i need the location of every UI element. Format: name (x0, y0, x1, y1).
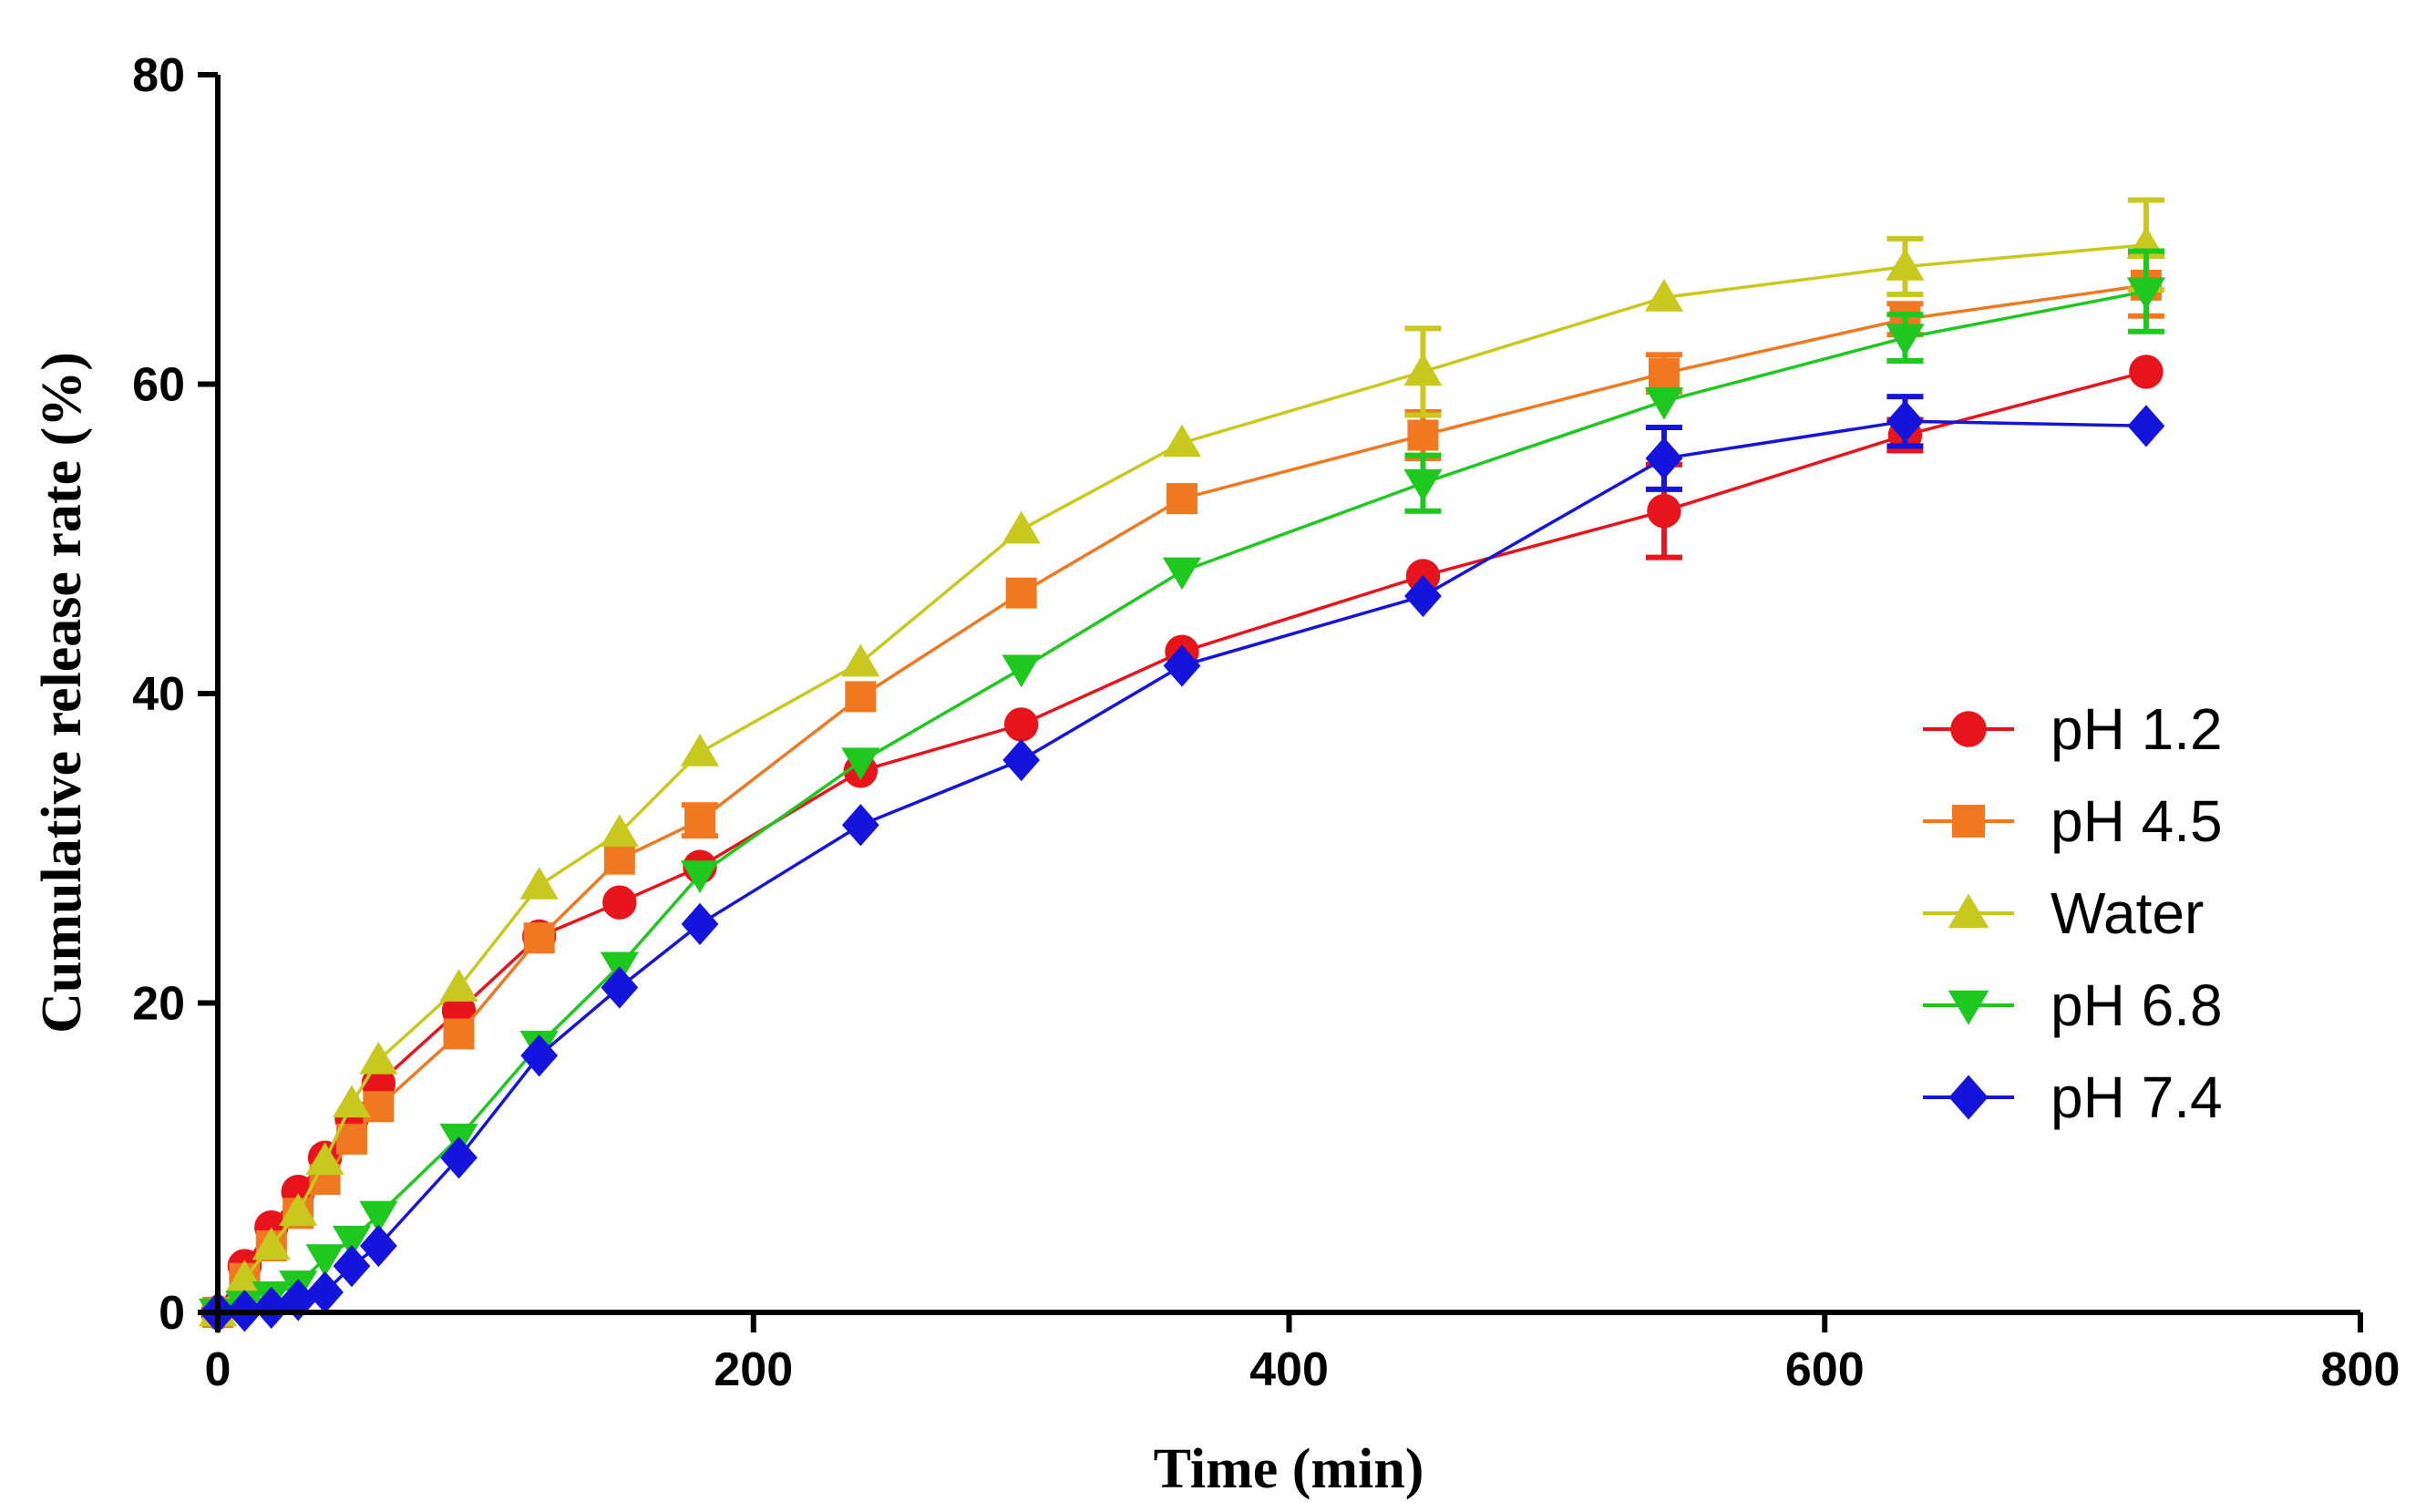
legend-marker (1948, 1075, 1989, 1120)
data-point (252, 1227, 291, 1260)
legend-marker (1952, 805, 1985, 838)
series-ph-4-5 (202, 251, 2164, 1328)
y-tick-label: 80 (132, 49, 185, 102)
data-point (305, 1142, 344, 1175)
legend-marker (1948, 990, 1989, 1025)
data-point (359, 1224, 397, 1268)
data-point (1003, 707, 1039, 742)
data-point (306, 1270, 344, 1314)
data-point (684, 805, 715, 837)
data-point (1163, 644, 1201, 687)
data-point (841, 747, 880, 781)
data-point (1162, 424, 1202, 458)
data-point (1407, 419, 1439, 451)
legend-marker (1950, 711, 1987, 747)
series-ph-7-4 (199, 394, 2165, 1334)
data-point (2126, 277, 2165, 311)
data-point (1404, 574, 1442, 618)
x-tick-label: 400 (1249, 1343, 1329, 1396)
legend-label: pH 1.2 (2051, 696, 2223, 762)
data-point (845, 681, 877, 713)
legend-item-ph-6-8: pH 6.8 (1923, 972, 2223, 1038)
data-point (440, 1137, 478, 1179)
data-point (1648, 357, 1680, 389)
y-tick-label: 20 (132, 978, 185, 1031)
data-point (519, 867, 559, 900)
data-point (601, 966, 639, 1009)
data-point (1644, 279, 1684, 312)
legend: pH 1.2 pH 4.5 Water pH 6.8 pH 7.4 (1923, 696, 2223, 1130)
data-point (602, 885, 637, 920)
data-point (1886, 324, 1925, 356)
series-water (198, 197, 2165, 1327)
data-point (1886, 248, 1925, 281)
data-point (603, 843, 635, 875)
data-point (1644, 386, 1684, 420)
data-point (1166, 483, 1198, 515)
axes: 0 20 40 60 80 0 200 400 600 800 Time (min) Cumul… (31, 49, 2400, 1500)
data-point (520, 1034, 559, 1077)
series-line-ph-7-4 (217, 419, 2146, 1314)
legend-item-ph-1-2: pH 1.2 (1923, 696, 2223, 762)
data-point (332, 1225, 372, 1259)
legend-marker (1948, 893, 1989, 929)
legend-label: pH 6.8 (2051, 972, 2223, 1038)
legend-label: Water (2051, 880, 2204, 946)
y-tick-label: 40 (132, 668, 185, 721)
data-point (1002, 738, 1041, 782)
data-point (1403, 353, 1443, 386)
legend-item-ph-4-5: pH 4.5 (1923, 788, 2223, 854)
data-point (2127, 405, 2165, 447)
data-point (332, 1085, 372, 1118)
data-point (443, 1018, 475, 1050)
legend-label: pH 4.5 (2051, 788, 2223, 854)
x-tick-label: 800 (2321, 1343, 2400, 1396)
data-point (523, 922, 555, 954)
data-point (279, 1193, 318, 1226)
data-point (600, 814, 639, 848)
data-point (2129, 355, 2164, 389)
x-tick-label: 600 (1785, 1343, 1865, 1396)
y-axis-title: Cumulative release rate (%) (31, 352, 93, 1034)
x-tick-label: 0 (205, 1343, 231, 1396)
y-tick-label: 60 (132, 359, 185, 412)
data-point (1162, 557, 1202, 591)
data-point (681, 902, 719, 946)
data-point (680, 860, 720, 894)
x-tick-label: 200 (714, 1343, 793, 1396)
data-point (1886, 400, 1924, 443)
data-point (439, 969, 478, 1002)
y-ticks: 0 20 40 60 80 (132, 49, 218, 1340)
data-point (841, 804, 879, 847)
x-axis-title: Time (min) (1154, 1438, 1424, 1500)
data-point (359, 1041, 398, 1075)
data-point (841, 643, 880, 677)
data-point (1005, 577, 1037, 609)
x-ticks: 0 200 400 600 800 (205, 1312, 2400, 1396)
series-layer (198, 197, 2165, 1334)
data-point (680, 734, 720, 766)
data-point (333, 1244, 371, 1288)
data-point (1002, 510, 1041, 544)
data-point (1647, 493, 1681, 529)
legend-label: pH 7.4 (2051, 1065, 2223, 1130)
legend-item-ph-7-4: pH 7.4 (1923, 1065, 2223, 1130)
series-ph-6-8 (198, 248, 2165, 1332)
data-point (1645, 437, 1683, 480)
data-point (305, 1244, 344, 1277)
data-point (1002, 654, 1041, 688)
data-point (1403, 468, 1443, 502)
data-point (359, 1200, 398, 1234)
series-line-water (216, 242, 2147, 1314)
data-point (252, 1286, 291, 1330)
legend-item-water: Water (1923, 880, 2204, 946)
y-tick-label: 0 (159, 1287, 185, 1340)
